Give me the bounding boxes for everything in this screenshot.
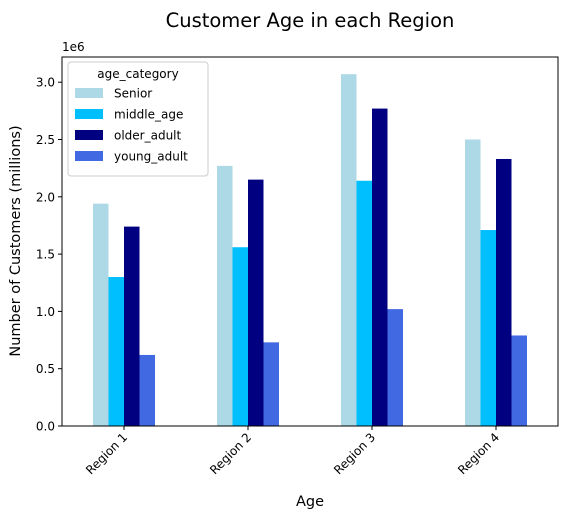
plot-frame <box>61 56 559 427</box>
bar-senior-region-1 <box>93 203 109 426</box>
chart-title: Customer Age in each Region <box>166 9 455 32</box>
bars-group <box>93 74 527 427</box>
bar-middle-age-region-1 <box>108 277 124 426</box>
legend-swatch <box>75 130 103 140</box>
legend-swatch <box>75 88 103 98</box>
bar-young-adult-region-1 <box>139 354 155 426</box>
x-tick-label: Region 3 <box>331 430 378 477</box>
y-tick-label: 3.0 <box>36 76 55 90</box>
bar-senior-region-2 <box>217 165 233 426</box>
x-axis-label: Age <box>296 494 324 510</box>
legend-label: young_adult <box>114 150 188 164</box>
bar-older-adult-region-4 <box>496 158 512 427</box>
legend-swatch <box>75 151 103 161</box>
bar-senior-region-3 <box>341 74 357 426</box>
bar-middle-age-region-4 <box>480 230 496 426</box>
bar-older-adult-region-3 <box>372 108 388 426</box>
y-tick-label: 0.5 <box>36 362 55 376</box>
bar-older-adult-region-2 <box>248 179 264 426</box>
x-tick-label: Region 2 <box>207 430 254 477</box>
legend-label: Senior <box>114 87 152 101</box>
bar-older-adult-region-1 <box>124 226 140 426</box>
bar-middle-age-region-2 <box>232 247 248 426</box>
legend-label: older_adult <box>114 129 182 143</box>
y-tick-label: 2.5 <box>36 133 55 147</box>
legend-title: age_category <box>97 67 178 81</box>
y-tick-label: 0.0 <box>36 420 55 434</box>
y-tick-label: 1.0 <box>36 305 55 319</box>
legend-label: middle_age <box>114 108 183 122</box>
y-axis-ticks: 0.0 0.5 1.0 1.5 2.0 2.5 3.0 <box>36 76 62 434</box>
y-offset-label: 1e6 <box>62 40 85 54</box>
x-axis-ticks: Region 1 Region 2 Region 3 Region 4 <box>83 426 502 477</box>
x-tick-label: Region 1 <box>83 430 130 477</box>
bar-senior-region-4 <box>465 139 481 426</box>
y-axis-label: Number of Customers (millions) <box>8 125 24 356</box>
x-tick-label: Region 4 <box>455 430 502 477</box>
legend: age_category Senior middle_age older_adulty… <box>67 61 209 177</box>
y-tick-label: 1.5 <box>36 248 55 262</box>
y-tick-label: 2.0 <box>36 190 55 204</box>
bar-young-adult-region-3 <box>387 309 403 426</box>
legend-swatch <box>75 109 103 119</box>
bar-middle-age-region-3 <box>356 180 372 426</box>
bar-young-adult-region-2 <box>263 342 279 426</box>
bar-young-adult-region-4 <box>511 335 527 426</box>
